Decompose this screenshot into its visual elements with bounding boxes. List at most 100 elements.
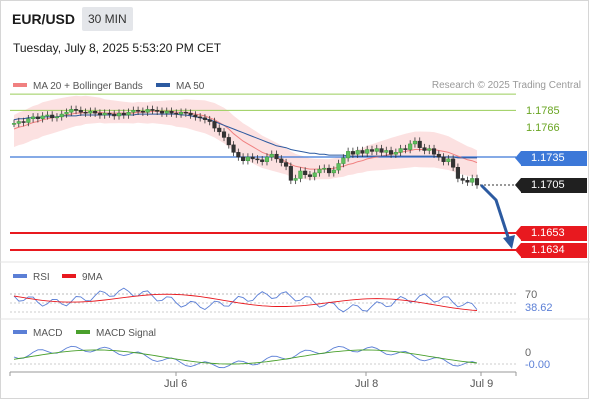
candle-body	[274, 153, 279, 160]
candle-body	[255, 158, 260, 161]
candle-body	[150, 109, 155, 111]
candle-body	[465, 180, 470, 183]
candle-body	[174, 112, 179, 115]
candle-body	[93, 111, 98, 114]
candle-body	[221, 131, 227, 138]
candle-body	[11, 123, 17, 125]
candle-body	[179, 111, 184, 115]
candle-body	[131, 110, 136, 113]
x-label-jul8: Jul 8	[355, 378, 379, 390]
macd-value-label: -0.00	[525, 359, 551, 371]
rsi-line	[13, 287, 478, 313]
timeframe-button[interactable]: 30 MIN	[82, 7, 133, 31]
candle-body	[136, 110, 141, 112]
support-2-tag: 1.1634	[515, 243, 587, 258]
rsi-ma-swatch	[62, 274, 76, 279]
candle-body	[59, 113, 64, 118]
candle-body	[369, 149, 375, 152]
candle-body	[112, 113, 117, 117]
candle-body	[121, 112, 126, 116]
candle-body	[183, 111, 188, 114]
last-price-tag: 1.1705	[515, 178, 587, 193]
rsi-ma-line	[13, 293, 478, 311]
macd-signal-line	[13, 349, 478, 365]
candle-body	[393, 152, 398, 155]
symbol-title: EUR/USD	[12, 11, 76, 27]
candle-body	[360, 150, 365, 154]
legend-rsi-label: RSI	[33, 272, 50, 283]
candle-body	[303, 170, 308, 175]
candle-body	[269, 153, 274, 158]
candle-body	[69, 109, 74, 113]
candle-body	[346, 151, 351, 159]
candle-body	[412, 140, 417, 145]
candle-body	[159, 111, 165, 114]
candle-body	[198, 116, 203, 119]
legend-macd-signal: MACD Signal	[76, 328, 156, 339]
resistance-1-label: 1.1785	[526, 105, 560, 117]
candle-body	[365, 149, 370, 154]
candle-body	[188, 112, 193, 116]
candle-body	[441, 156, 446, 162]
candle-body	[107, 112, 112, 115]
candle-body	[341, 157, 346, 164]
candle-body	[293, 178, 298, 181]
legend-rsi-ma-label: 9MA	[82, 272, 103, 283]
candle-body	[145, 109, 150, 113]
candle-body	[140, 111, 145, 113]
candle-body	[470, 178, 475, 183]
candle-body	[45, 114, 50, 117]
candle-body	[155, 110, 160, 112]
candle-body	[88, 111, 93, 114]
x-label-jul9: Jul 9	[470, 378, 494, 390]
candle-body	[322, 167, 327, 170]
resistance-2-label: 1.1766	[526, 122, 560, 134]
legend-ma20: MA 20 + Bollinger Bands	[13, 81, 143, 92]
candle-body	[250, 156, 255, 160]
candle-body	[279, 158, 284, 163]
candle-body	[317, 168, 322, 174]
candle-body	[40, 115, 45, 119]
candle-body	[427, 148, 432, 151]
candle-body	[431, 148, 437, 155]
candle-body	[460, 178, 465, 181]
candle-body	[54, 116, 60, 119]
credit-text: Research © 2025 Trading Central	[431, 80, 581, 91]
candle-body	[83, 111, 88, 114]
candle-body	[455, 167, 460, 179]
candle-body	[331, 169, 336, 174]
candle-body	[217, 127, 222, 133]
support-1-tag: 1.1653	[515, 226, 587, 241]
forecast-arrow	[480, 184, 511, 242]
ma50-line	[13, 113, 477, 159]
legend-ma20-label: MA 20 + Bollinger Bands	[33, 81, 143, 92]
legend-ma50-label: MA 50	[176, 81, 205, 92]
candle-body	[78, 110, 83, 113]
candle-body	[212, 121, 217, 129]
legend-macd-signal-label: MACD Signal	[96, 328, 157, 339]
legend-macd-label: MACD	[33, 328, 63, 339]
candle-body	[417, 140, 422, 148]
candle-body	[288, 166, 293, 181]
candle-body	[126, 111, 131, 116]
candle-body	[193, 114, 198, 118]
legend-rsi-ma: 9MA	[62, 272, 103, 283]
ma50-swatch	[156, 83, 170, 88]
candle-body	[164, 111, 169, 114]
candle-body	[298, 170, 303, 179]
candle-body	[226, 137, 231, 146]
candle-body	[446, 158, 451, 162]
legend-rsi: RSI	[13, 272, 50, 283]
candle-body	[384, 150, 389, 153]
candle-body	[260, 159, 265, 162]
ma20-swatch	[13, 83, 27, 88]
candle-body	[21, 121, 26, 123]
rsi-level-label: 70	[525, 289, 538, 301]
candle-body	[355, 150, 360, 155]
macd-signal-swatch	[76, 330, 90, 335]
candle-body	[102, 112, 107, 116]
candle-body	[16, 121, 21, 124]
candle-body	[284, 162, 289, 167]
candle-body	[50, 114, 55, 119]
